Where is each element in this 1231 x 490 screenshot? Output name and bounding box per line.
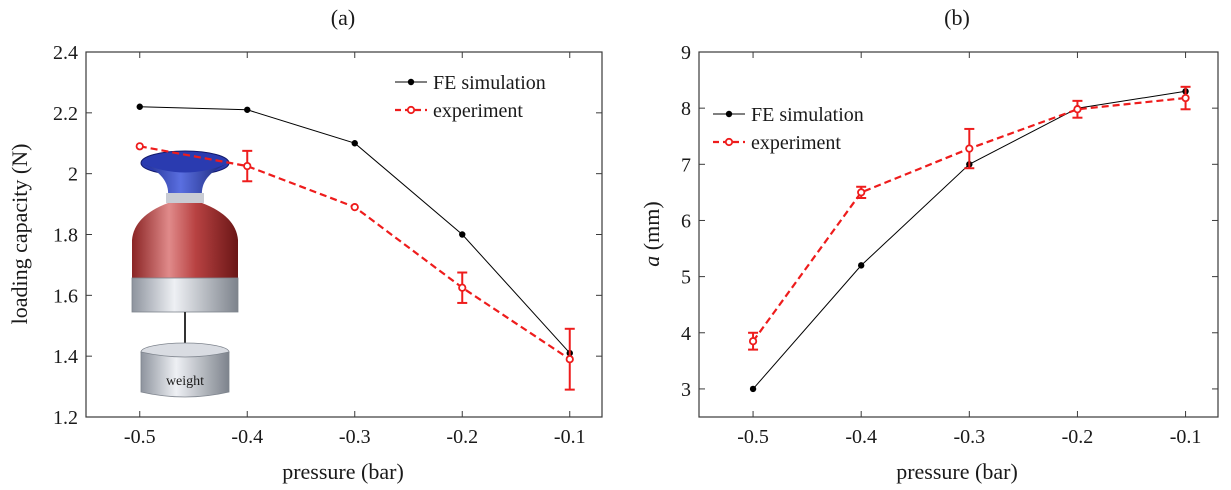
y-tick-label: 4 — [681, 323, 691, 345]
weight-body — [140, 351, 230, 398]
data-point — [748, 337, 758, 346]
legend-swatch-marker — [725, 110, 733, 118]
data-point — [135, 142, 144, 151]
x-tick-label: -0.5 — [124, 426, 156, 448]
data-point — [351, 140, 358, 147]
cup-neck — [166, 193, 204, 203]
x-tick-label: -0.2 — [446, 426, 478, 448]
legend-swatch-marker — [407, 78, 415, 86]
y-tick-label: 2.4 — [53, 42, 78, 64]
panel-label-b: (b) — [944, 5, 970, 30]
y-axis-label-b-unit: (mm) — [639, 201, 664, 255]
legend-swatch-marker — [724, 137, 734, 147]
y-tick-label: 8 — [681, 98, 691, 120]
y-tick-label: 1.4 — [53, 346, 78, 368]
y-tick-label: 6 — [681, 210, 691, 232]
data-point — [458, 283, 467, 292]
data-point — [243, 161, 252, 171]
series-group-a — [135, 103, 575, 391]
x-axis-label-b: pressure (bar) — [896, 459, 1018, 484]
data-point — [244, 106, 251, 113]
data-point — [136, 103, 143, 110]
legend-label: experiment — [433, 100, 523, 122]
panel-a: (a) -0.5 -0.4 -0.3 -0.2 -0.1 1.2 1.4 1.6 1.8 2 2.2… — [7, 5, 603, 484]
y-tick-label: 2.2 — [53, 103, 78, 125]
x-tick-label: -0.3 — [339, 426, 371, 448]
data-point — [857, 262, 865, 269]
data-point — [350, 203, 359, 212]
x-tick-label: -0.3 — [953, 426, 985, 448]
legend-a: FE simulation experiment — [395, 72, 546, 122]
weight-label: weight — [166, 374, 204, 389]
y-axis-label-a: loading capacity (N) — [7, 144, 32, 325]
x-axis-label-a: pressure (bar) — [282, 459, 404, 484]
data-point — [857, 188, 866, 197]
y-tick-label: 1.6 — [53, 285, 78, 307]
panel-b: (b) -0.5 -0.4 -0.3 -0.2 -0.1 3 4 5 6 7 8 9 pressure… — [639, 5, 1219, 484]
legend-label: FE simulation — [433, 72, 546, 94]
x-tick-label: -0.1 — [1170, 426, 1202, 448]
x-tick-label: -0.2 — [1062, 426, 1094, 448]
x-tick-label: -0.4 — [845, 426, 877, 448]
actuator-inset: weight — [131, 150, 239, 398]
series-group-b — [748, 85, 1191, 393]
data-point — [749, 385, 757, 393]
axis-ticks-a: -0.5 -0.4 -0.3 -0.2 -0.1 1.2 1.4 1.6 1.8 2 2.2 2.4 — [53, 42, 602, 448]
y-axis-label-b: a (mm) — [639, 201, 664, 266]
y-tick-label: 7 — [681, 154, 691, 176]
y-tick-label: 3 — [681, 379, 691, 401]
y-tick-label: 1.2 — [53, 407, 78, 429]
data-point — [1073, 105, 1082, 114]
y-tick-label: 9 — [681, 42, 691, 64]
y-tick-label: 2 — [68, 164, 78, 186]
data-point — [1181, 93, 1190, 103]
plot-frame-b — [698, 51, 1219, 418]
x-tick-label: -0.4 — [231, 426, 263, 448]
axis-ticks-b: -0.5 -0.4 -0.3 -0.2 -0.1 3 4 5 6 7 8 9 — [681, 42, 1218, 448]
x-tick-label: -0.1 — [554, 426, 586, 448]
legend-b: FE simulation experiment — [713, 104, 864, 154]
soft-body — [132, 203, 238, 278]
y-tick-label: 5 — [681, 267, 691, 289]
suction-cup — [141, 163, 229, 196]
x-tick-label: -0.5 — [737, 426, 769, 448]
data-point — [459, 231, 466, 238]
y-tick-label: 1.8 — [53, 225, 78, 247]
legend-swatch-marker — [406, 105, 416, 115]
legend-label: experiment — [751, 132, 841, 154]
base-cylinder — [131, 277, 239, 313]
legend-label: FE simulation — [751, 104, 864, 126]
data-point — [565, 355, 574, 364]
y-axis-label-b-italic: a — [639, 256, 664, 267]
data-point — [965, 144, 974, 153]
panel-label-a: (a) — [331, 5, 355, 30]
